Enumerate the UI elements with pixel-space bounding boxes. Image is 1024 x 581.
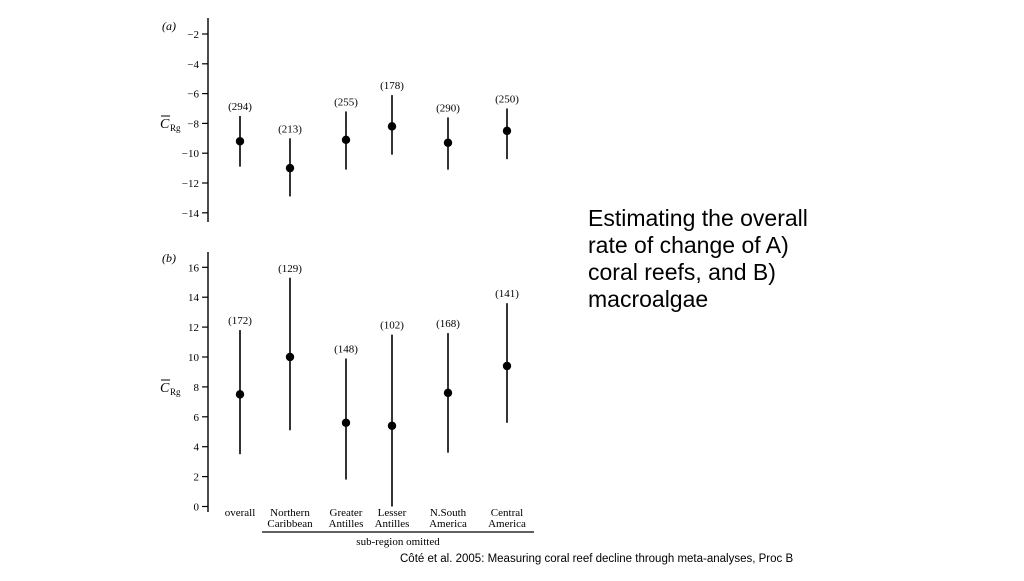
x-category-label: Lesser — [378, 507, 407, 519]
mean-point — [387, 421, 397, 430]
y-tick-label: 12 — [188, 322, 199, 334]
y-axis-label-symbol: C — [160, 381, 170, 396]
sample-size-label: (172) — [228, 315, 252, 327]
caption-line: coral reefs, and B) — [588, 258, 776, 285]
mean-point — [387, 122, 397, 131]
y-axis-label: C Rg — [160, 379, 181, 397]
mean-point — [341, 418, 351, 427]
mean-point — [235, 390, 245, 399]
y-tick-label: 16 — [188, 262, 200, 274]
y-tick-label: −8 — [187, 118, 199, 130]
y-axis-label-subscript: Rg — [170, 387, 181, 397]
mean-point — [502, 361, 512, 371]
mean-point — [443, 138, 453, 147]
x-category-label: overall — [225, 507, 256, 519]
caption-line: rate of change of A) — [588, 231, 789, 258]
x-category-label: America — [429, 518, 467, 530]
y-tick-label: 2 — [194, 472, 200, 484]
mean-point — [341, 135, 351, 144]
x-category-label: Antilles — [375, 518, 410, 530]
x-axis-label: sub-region omitted — [356, 536, 440, 548]
x-category-label: Antilles — [329, 518, 364, 530]
x-category-label: Caribbean — [267, 518, 313, 530]
sample-size-label: (250) — [495, 94, 519, 106]
sample-size-label: (255) — [334, 96, 358, 108]
sample-size-label: (129) — [278, 263, 302, 275]
x-category-label: N.South — [430, 507, 467, 519]
y-tick-label: −10 — [182, 148, 200, 160]
y-tick-label: 14 — [188, 292, 200, 304]
y-axis-label: C Rg — [160, 115, 181, 133]
y-tick-label: 8 — [194, 382, 200, 394]
y-tick-label: −14 — [182, 208, 200, 220]
citation: Côté et al. 2005: Measuring coral reef d… — [400, 553, 794, 565]
y-axis-label-subscript: Rg — [170, 123, 181, 133]
x-category-label: Central — [491, 507, 523, 519]
sample-size-label: (141) — [495, 288, 519, 300]
panel-label: (b) — [162, 251, 176, 265]
mean-point — [285, 352, 295, 362]
y-tick-label: 4 — [194, 442, 200, 454]
x-category-label: Northern — [270, 507, 310, 519]
sample-size-label: (148) — [334, 343, 358, 355]
sample-size-label: (290) — [436, 102, 460, 114]
sample-size-label: (102) — [380, 320, 404, 332]
panel-label: (a) — [162, 19, 176, 33]
slide-caption: Estimating the overall rate of change of… — [588, 205, 888, 313]
caption-line: Estimating the overall — [588, 205, 808, 231]
y-tick-label: 6 — [194, 412, 200, 424]
mean-point — [285, 163, 295, 173]
mean-point — [502, 126, 512, 136]
sample-size-label: (294) — [228, 101, 252, 113]
mean-point — [443, 388, 453, 398]
y-tick-label: −6 — [187, 89, 199, 101]
y-tick-label: −4 — [187, 59, 199, 71]
y-tick-label: 10 — [188, 352, 200, 364]
y-tick-label: 0 — [194, 502, 200, 514]
x-category-label: Greater — [330, 507, 363, 519]
x-category-label: America — [488, 518, 526, 530]
y-axis-label-symbol: C — [160, 117, 170, 132]
y-tick-label: −2 — [187, 29, 199, 41]
sample-size-label: (213) — [278, 123, 302, 135]
y-tick-label: −12 — [182, 178, 199, 190]
sample-size-label: (178) — [380, 80, 404, 92]
caption-line: macroalgae — [588, 285, 709, 312]
mean-point — [235, 137, 245, 146]
sample-size-label: (168) — [436, 318, 460, 330]
